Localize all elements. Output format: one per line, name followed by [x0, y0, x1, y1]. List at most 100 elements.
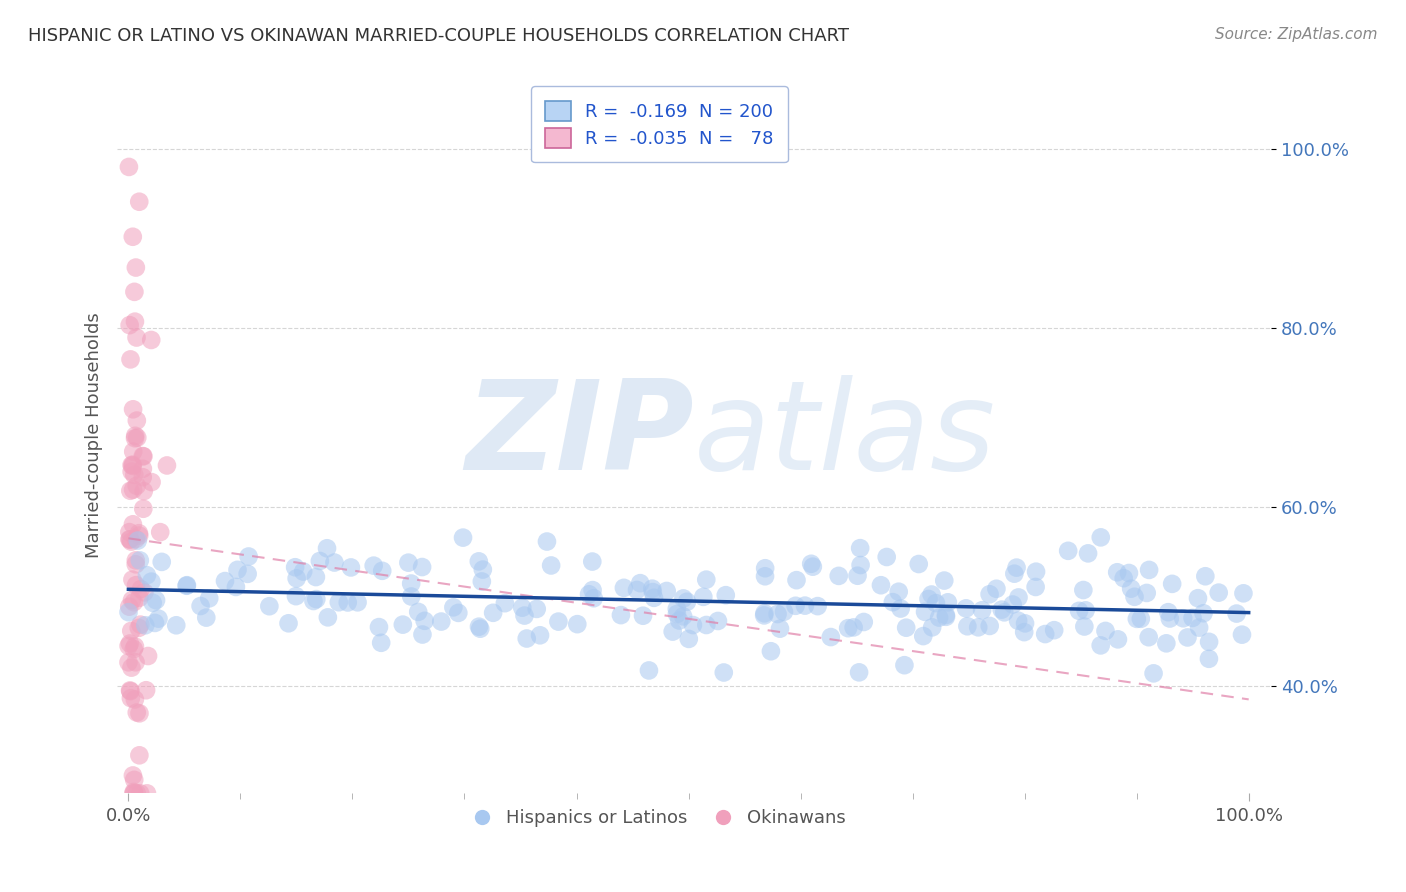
Point	[754, 561, 776, 575]
Point	[150, 555, 173, 569]
Point	[986, 582, 1008, 596]
Point	[125, 413, 148, 427]
Point	[870, 578, 893, 592]
Point	[1226, 607, 1249, 621]
Point	[672, 591, 695, 606]
Point	[567, 617, 589, 632]
Point	[672, 609, 695, 624]
Point	[225, 580, 247, 594]
Point	[120, 691, 142, 706]
Point	[284, 589, 307, 603]
Point	[122, 483, 145, 497]
Point	[785, 599, 807, 613]
Point	[309, 554, 332, 568]
Point	[1136, 586, 1159, 600]
Point	[955, 601, 977, 615]
Point	[120, 483, 142, 498]
Point	[613, 581, 636, 595]
Point	[441, 600, 464, 615]
Point	[1161, 577, 1184, 591]
Point	[1007, 591, 1029, 605]
Point	[121, 573, 143, 587]
Point	[754, 607, 776, 621]
Point	[1118, 566, 1140, 580]
Point	[122, 772, 145, 787]
Point	[665, 601, 688, 615]
Point	[370, 636, 392, 650]
Point	[399, 576, 422, 591]
Point	[118, 525, 141, 540]
Point	[513, 608, 536, 623]
Point	[655, 584, 678, 599]
Point	[125, 260, 148, 275]
Point	[470, 622, 492, 636]
Point	[1025, 580, 1047, 594]
Point	[972, 603, 994, 617]
Point	[849, 558, 872, 572]
Point	[129, 617, 152, 632]
Point	[305, 570, 328, 584]
Point	[1137, 563, 1160, 577]
Point	[907, 557, 929, 571]
Point	[1073, 582, 1095, 597]
Point	[928, 610, 950, 624]
Point	[641, 582, 664, 596]
Point	[1157, 605, 1180, 619]
Point	[848, 665, 870, 680]
Point	[125, 553, 148, 567]
Point	[122, 517, 145, 532]
Point	[979, 619, 1001, 633]
Point	[121, 660, 143, 674]
Point	[1232, 586, 1254, 600]
Point	[1094, 624, 1116, 638]
Point	[846, 568, 869, 582]
Point	[540, 558, 562, 573]
Point	[468, 554, 491, 568]
Point	[238, 549, 260, 564]
Point	[122, 642, 145, 657]
Point	[1188, 621, 1211, 635]
Point	[914, 605, 936, 619]
Point	[122, 768, 145, 782]
Point	[1012, 625, 1035, 640]
Point	[117, 605, 139, 619]
Point	[128, 748, 150, 763]
Point	[135, 683, 157, 698]
Point	[893, 658, 915, 673]
Point	[323, 556, 346, 570]
Point	[132, 484, 155, 499]
Point	[125, 578, 148, 592]
Point	[801, 559, 824, 574]
Point	[516, 632, 538, 646]
Point	[118, 683, 141, 698]
Point	[125, 479, 148, 493]
Point	[411, 560, 433, 574]
Point	[120, 684, 142, 698]
Text: HISPANIC OR LATINO VS OKINAWAN MARRIED-COUPLE HOUSEHOLDS CORRELATION CHART: HISPANIC OR LATINO VS OKINAWAN MARRIED-C…	[28, 27, 849, 45]
Point	[292, 565, 315, 579]
Point	[127, 431, 149, 445]
Point	[820, 630, 842, 644]
Point	[925, 596, 948, 610]
Point	[713, 665, 735, 680]
Point	[259, 599, 281, 614]
Point	[1198, 652, 1220, 666]
Point	[236, 566, 259, 581]
Point	[773, 605, 796, 619]
Point	[1002, 566, 1025, 581]
Point	[1025, 565, 1047, 579]
Point	[328, 595, 350, 609]
Point	[1121, 582, 1143, 596]
Point	[852, 615, 875, 629]
Point	[316, 541, 339, 556]
Point	[1142, 666, 1164, 681]
Point	[128, 553, 150, 567]
Point	[786, 573, 808, 587]
Point	[707, 614, 730, 628]
Point	[132, 501, 155, 516]
Point	[887, 584, 910, 599]
Point	[769, 622, 792, 636]
Point	[1107, 566, 1129, 580]
Point	[1126, 612, 1149, 626]
Point	[956, 619, 979, 633]
